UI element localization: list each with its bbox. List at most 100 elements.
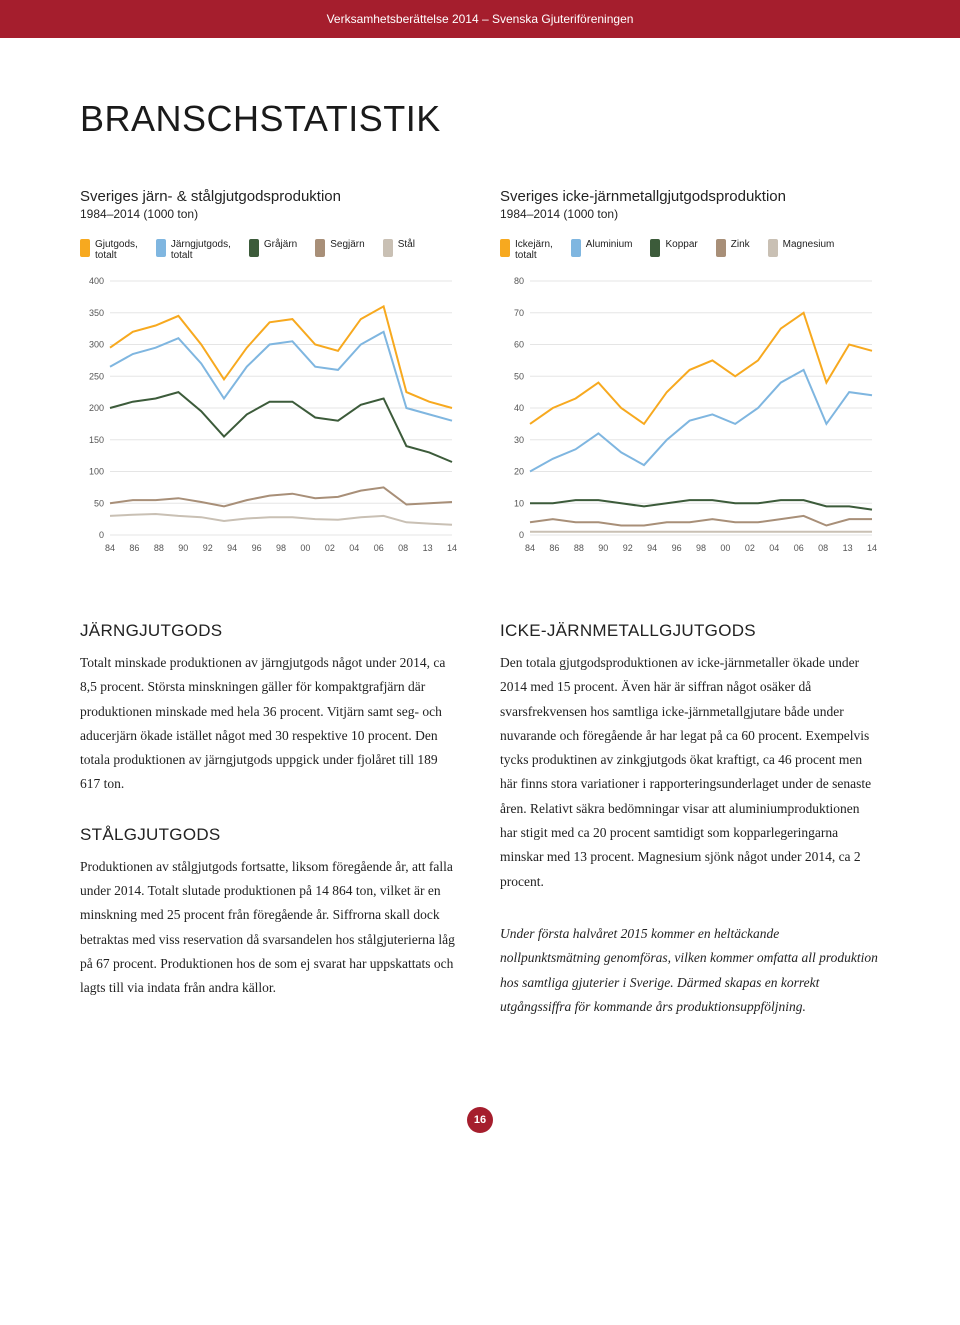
svg-text:50: 50 [514, 371, 524, 381]
legend-label: Järngjutgods,totalt [171, 239, 231, 261]
legend-swatch [249, 239, 259, 257]
chart-left-title: Sveriges järn- & stålgjutgodsproduktion [80, 188, 460, 205]
legend-label: Stål [398, 239, 415, 250]
text-jarngjutgods: Totalt minskade produktionen av järngjut… [80, 651, 460, 797]
svg-text:92: 92 [203, 543, 213, 553]
legend-swatch [716, 239, 726, 257]
legend-swatch [315, 239, 325, 257]
svg-text:86: 86 [129, 543, 139, 553]
text-stalgjutgods: Produktionen av stålgjutgods fortsatte, … [80, 855, 460, 1001]
svg-text:02: 02 [325, 543, 335, 553]
chart-right-title: Sveriges icke-järnmetallgjutgodsprodukti… [500, 188, 880, 205]
svg-text:88: 88 [154, 543, 164, 553]
svg-text:40: 40 [514, 403, 524, 413]
legend-swatch [571, 239, 581, 257]
legend-item: Aluminium [571, 239, 633, 261]
svg-text:300: 300 [89, 340, 104, 350]
chart-left-svg: 0501001502002503003504008486889092949698… [80, 275, 460, 555]
chart-right-area: 0102030405060708084868890929496980002040… [500, 275, 880, 555]
svg-text:20: 20 [514, 467, 524, 477]
svg-text:100: 100 [89, 467, 104, 477]
page-content: BRANSCHSTATISTIK Sveriges järn- & stålgj… [0, 38, 960, 1173]
legend-item: Zink [716, 239, 750, 261]
svg-text:94: 94 [227, 543, 237, 553]
chart-left: Sveriges järn- & stålgjutgodsproduktion … [80, 188, 460, 555]
svg-text:84: 84 [525, 543, 535, 553]
svg-text:0: 0 [99, 530, 104, 540]
chart-right-subtitle: 1984–2014 (1000 ton) [500, 207, 880, 221]
page-number-badge: 16 [467, 1107, 493, 1133]
charts-row: Sveriges järn- & stålgjutgodsproduktion … [80, 188, 880, 555]
svg-text:04: 04 [349, 543, 359, 553]
legend-swatch [80, 239, 90, 257]
svg-text:13: 13 [843, 543, 853, 553]
legend-item: Magnesium [768, 239, 835, 261]
legend-label: Segjärn [330, 239, 364, 250]
legend-label: Gjutgods,totalt [95, 239, 138, 261]
svg-text:08: 08 [818, 543, 828, 553]
legend-item: Gjutgods,totalt [80, 239, 138, 261]
chart-right: Sveriges icke-järnmetallgjutgodsprodukti… [500, 188, 880, 555]
text-ickejarn: Den totala gjutgodsproduktionen av icke-… [500, 651, 880, 894]
svg-text:80: 80 [514, 276, 524, 286]
svg-text:96: 96 [252, 543, 262, 553]
svg-text:0: 0 [519, 530, 524, 540]
legend-label: Zink [731, 239, 750, 250]
legend-label: Koppar [665, 239, 697, 250]
svg-text:60: 60 [514, 340, 524, 350]
chart-left-area: 0501001502002503003504008486889092949698… [80, 275, 460, 555]
svg-text:96: 96 [672, 543, 682, 553]
legend-swatch [500, 239, 510, 257]
legend-label: Aluminium [586, 239, 633, 250]
legend-item: Segjärn [315, 239, 364, 261]
legend-swatch [383, 239, 393, 257]
svg-text:00: 00 [720, 543, 730, 553]
svg-text:350: 350 [89, 308, 104, 318]
svg-text:88: 88 [574, 543, 584, 553]
svg-text:14: 14 [447, 543, 457, 553]
svg-text:13: 13 [423, 543, 433, 553]
text-col-left: JÄRNGJUTGODS Totalt minskade produktione… [80, 615, 460, 1047]
text-footnote: Under första halvåret 2015 kommer en hel… [500, 922, 880, 1019]
legend-item: Koppar [650, 239, 697, 261]
heading-jarngjutgods: JÄRNGJUTGODS [80, 621, 460, 641]
svg-text:400: 400 [89, 276, 104, 286]
svg-text:94: 94 [647, 543, 657, 553]
svg-text:14: 14 [867, 543, 877, 553]
svg-text:200: 200 [89, 403, 104, 413]
heading-stalgjutgods: STÅLGJUTGODS [80, 825, 460, 845]
header-text: Verksamhetsberättelse 2014 – Svenska Gju… [327, 12, 634, 26]
chart-right-svg: 0102030405060708084868890929496980002040… [500, 275, 880, 555]
legend-item: Ickejärn,totalt [500, 239, 553, 261]
legend-item: Stål [383, 239, 415, 261]
svg-text:02: 02 [745, 543, 755, 553]
chart-left-subtitle: 1984–2014 (1000 ton) [80, 207, 460, 221]
legend-label: Gråjärn [264, 239, 297, 250]
legend-swatch [156, 239, 166, 257]
heading-ickejarn: ICKE-JÄRNMETALLGJUTGODS [500, 621, 880, 641]
svg-text:30: 30 [514, 435, 524, 445]
legend-label: Magnesium [783, 239, 835, 250]
legend-swatch [768, 239, 778, 257]
header-bar: Verksamhetsberättelse 2014 – Svenska Gju… [0, 0, 960, 38]
svg-text:70: 70 [514, 308, 524, 318]
svg-text:86: 86 [549, 543, 559, 553]
legend-label: Ickejärn,totalt [515, 239, 553, 261]
text-col-right: ICKE-JÄRNMETALLGJUTGODS Den totala gjutg… [500, 615, 880, 1047]
svg-text:50: 50 [94, 498, 104, 508]
svg-text:10: 10 [514, 498, 524, 508]
svg-text:98: 98 [696, 543, 706, 553]
page-footer: 16 [80, 1107, 880, 1133]
svg-text:90: 90 [178, 543, 188, 553]
svg-text:250: 250 [89, 371, 104, 381]
legend-item: Gråjärn [249, 239, 297, 261]
svg-text:92: 92 [623, 543, 633, 553]
legend-swatch [650, 239, 660, 257]
svg-text:08: 08 [398, 543, 408, 553]
chart-right-legend: Ickejärn,totalt Aluminium Koppar Zink Magnes… [500, 239, 880, 261]
svg-text:150: 150 [89, 435, 104, 445]
svg-text:90: 90 [598, 543, 608, 553]
svg-text:06: 06 [794, 543, 804, 553]
svg-text:98: 98 [276, 543, 286, 553]
chart-left-legend: Gjutgods,totalt Järngjutgods,totalt Gråjär… [80, 239, 460, 261]
